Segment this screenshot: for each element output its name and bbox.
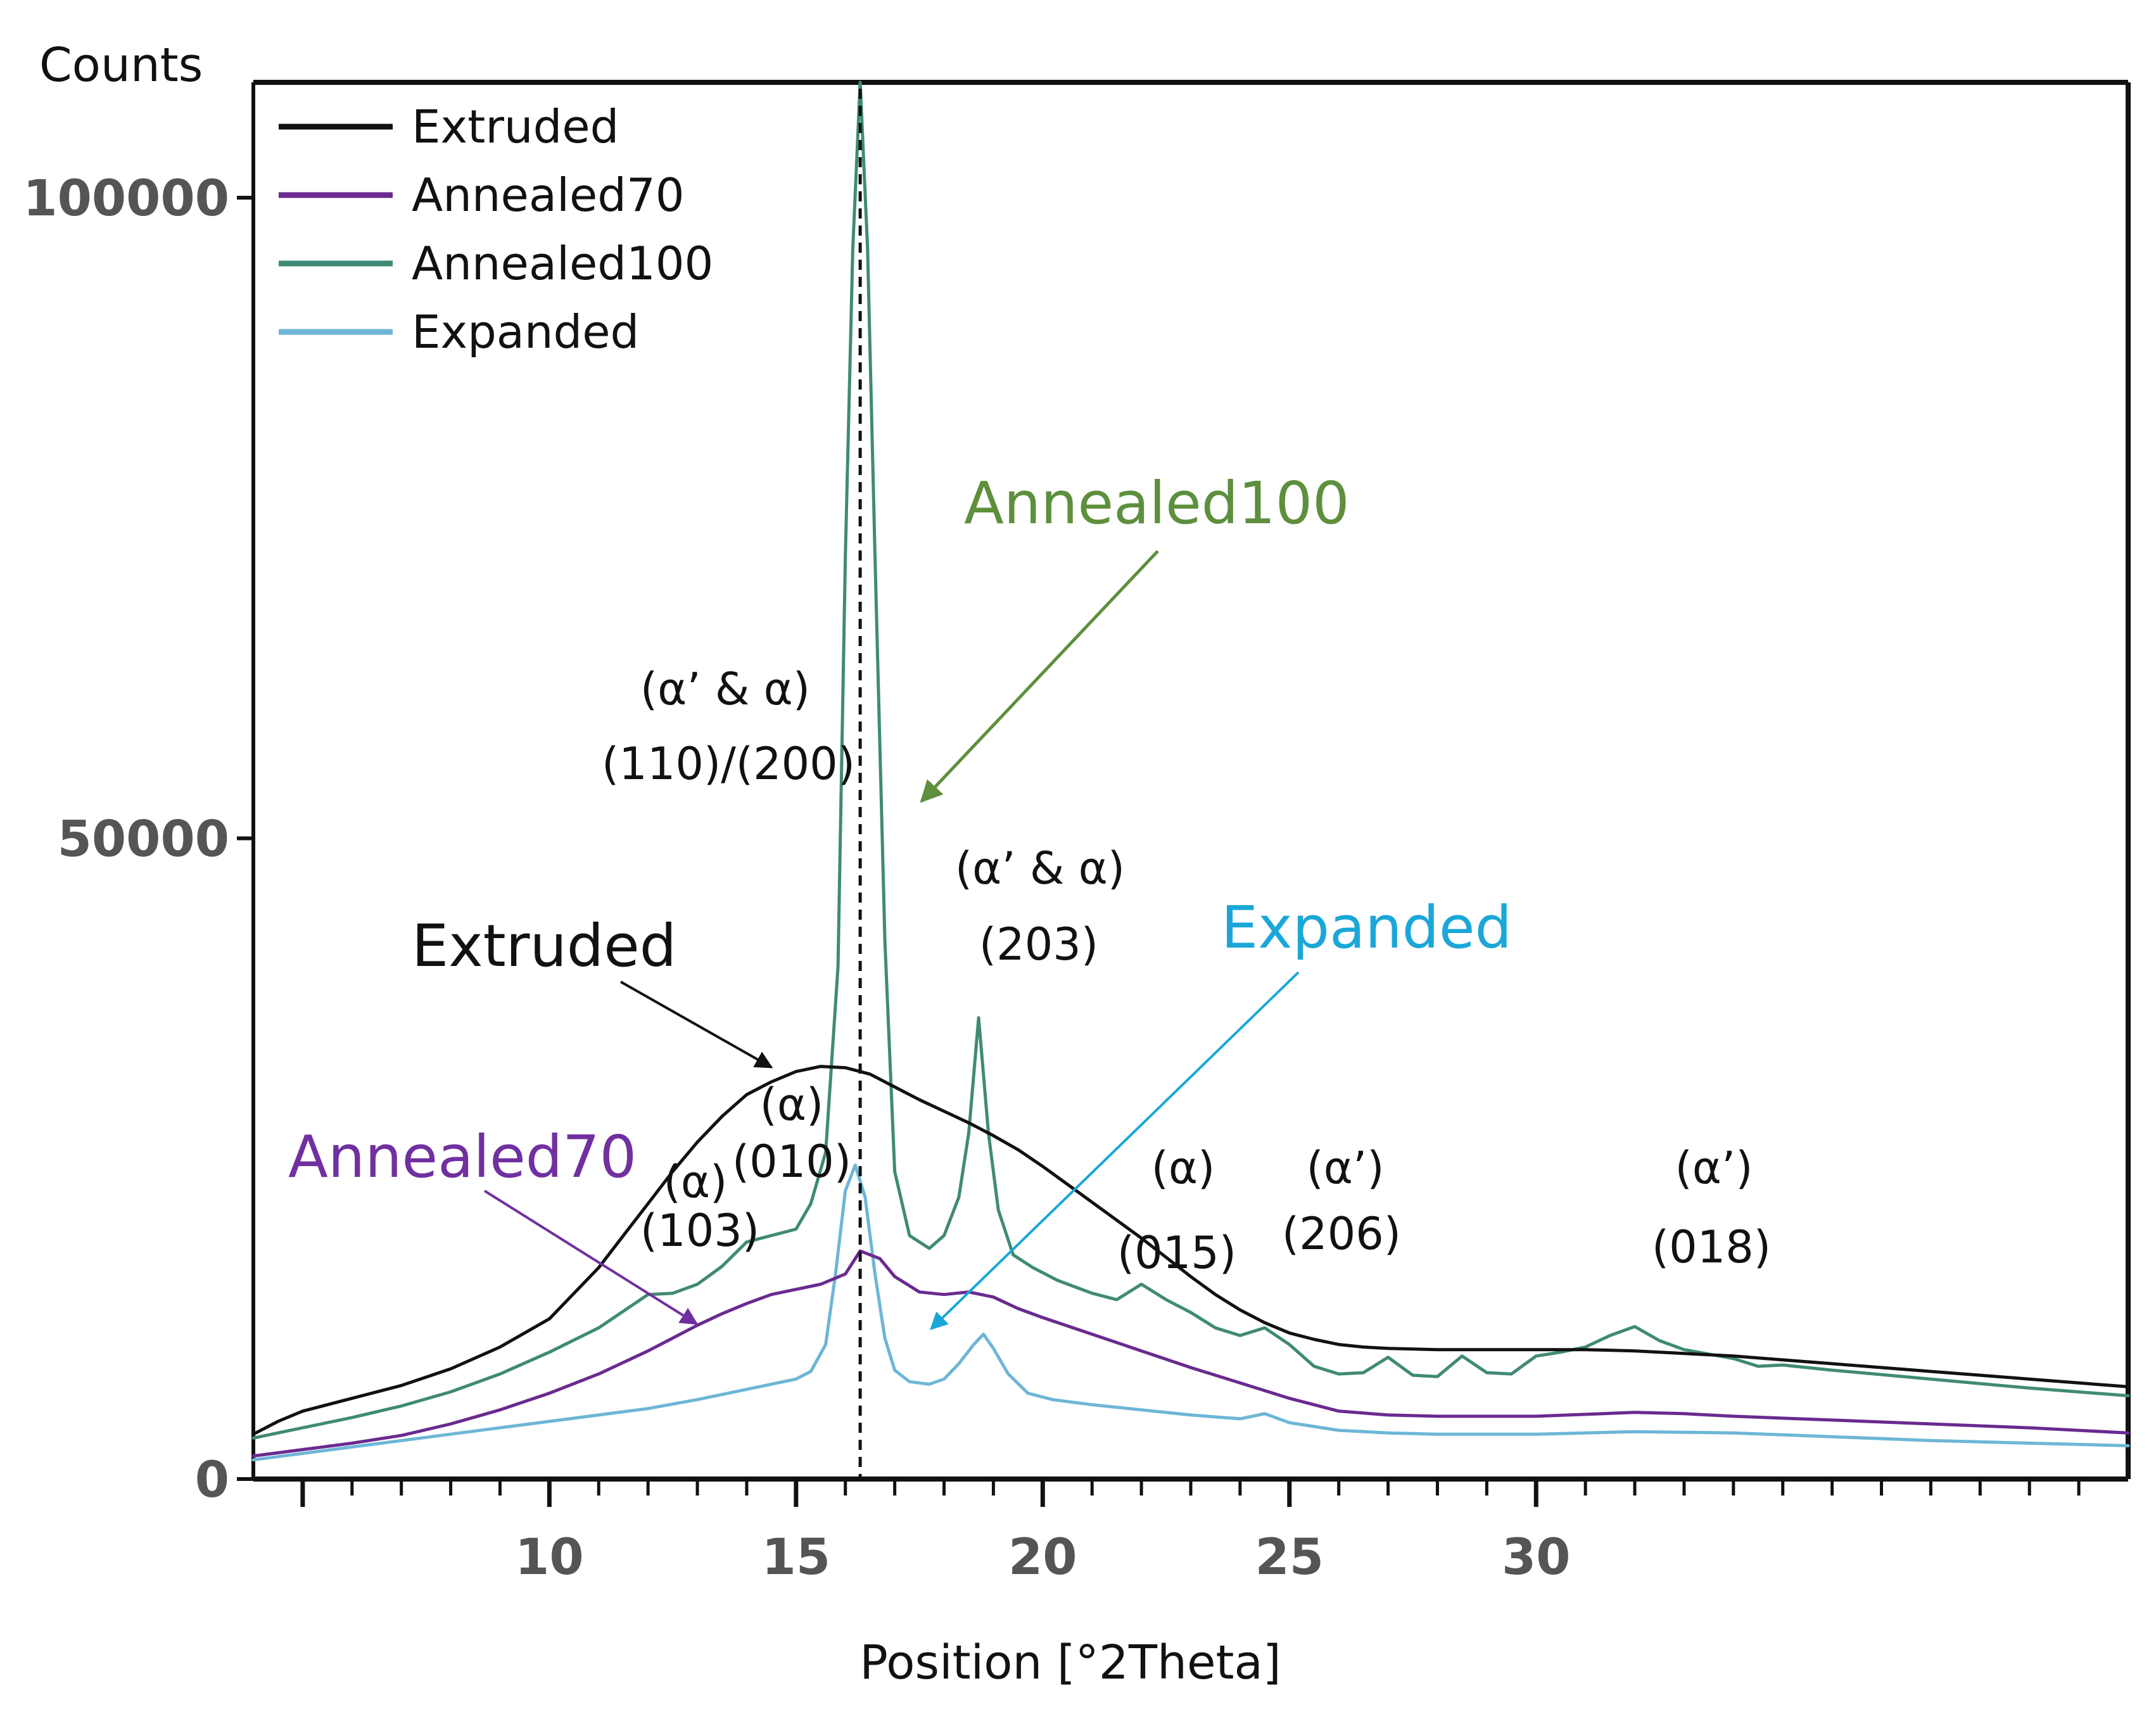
peak-label-103-index: (103) bbox=[640, 1205, 759, 1257]
x-tick-label-20: 20 bbox=[1008, 1529, 1077, 1586]
peak-label-018-phase: (α’) bbox=[1675, 1142, 1753, 1194]
peak-label-010-index: (010) bbox=[732, 1136, 851, 1188]
callout-extruded: Extruded bbox=[412, 912, 676, 980]
x-tick-label-25: 25 bbox=[1255, 1529, 1324, 1586]
peak-label-110-200-index: (110)/(200) bbox=[602, 738, 855, 790]
callout-arrow-expanded bbox=[929, 971, 1300, 1330]
callout-annealed70: Annealed70 bbox=[288, 1123, 637, 1191]
callout-arrow-annealed100 bbox=[920, 550, 1159, 803]
peak-label-015-index: (015) bbox=[1117, 1227, 1236, 1279]
series-line-annealed70 bbox=[251, 1249, 2130, 1458]
peak-label-203-phase: (α’ & α) bbox=[955, 842, 1125, 894]
peak-label-015-phase: (α) bbox=[1151, 1142, 1215, 1194]
y-tick-label-50000: 50000 bbox=[58, 811, 229, 868]
peak-annotations: (α’ & α) (110)/(200) (α’ & α) (203) (α) … bbox=[602, 663, 1771, 1279]
legend-label-extruded: Extruded bbox=[412, 100, 619, 153]
x-tick-label-30: 30 bbox=[1502, 1529, 1571, 1586]
legend: Extruded Annealed70 Annealed100 Expanded bbox=[279, 100, 713, 359]
legend-label-annealed100: Annealed100 bbox=[412, 237, 713, 290]
peak-label-103-phase: (α) bbox=[664, 1156, 728, 1208]
callout-expanded: Expanded bbox=[1221, 894, 1512, 962]
x-tick-label-10: 10 bbox=[515, 1529, 584, 1586]
tick-labels-layer: 10 15 20 25 30 0 50000 100000 bbox=[23, 170, 1570, 1586]
y-axis-title: Counts bbox=[39, 38, 203, 92]
y-tick-label-100000: 100000 bbox=[23, 170, 229, 227]
series-callouts: Annealed100 Expanded Extruded Annealed70 bbox=[288, 469, 1512, 1330]
callout-arrow-extruded bbox=[620, 981, 773, 1069]
series-line-expanded bbox=[251, 1163, 2130, 1462]
peak-label-203-index: (203) bbox=[979, 918, 1098, 970]
ticks-layer bbox=[237, 196, 2081, 1507]
peak-label-206-phase: (α’) bbox=[1306, 1142, 1384, 1194]
x-tick-label-15: 15 bbox=[762, 1529, 831, 1586]
series-layer bbox=[251, 80, 2130, 1462]
legend-label-expanded: Expanded bbox=[412, 305, 639, 359]
peak-label-010-phase: (α) bbox=[760, 1079, 824, 1131]
peak-label-018-index: (018) bbox=[1652, 1221, 1771, 1273]
legend-label-annealed70: Annealed70 bbox=[412, 168, 685, 222]
y-tick-label-0: 0 bbox=[195, 1452, 229, 1509]
callout-annealed100: Annealed100 bbox=[964, 469, 1350, 537]
series-line-extruded bbox=[251, 1065, 2130, 1436]
peak-label-110-200-phase: (α’ & α) bbox=[640, 663, 810, 715]
peak-label-206-index: (206) bbox=[1282, 1208, 1401, 1260]
callout-arrow-annealed70 bbox=[483, 1190, 699, 1325]
x-axis-title: Position [°2Theta] bbox=[859, 1635, 1281, 1690]
series-line-annealed100 bbox=[251, 80, 2130, 1440]
